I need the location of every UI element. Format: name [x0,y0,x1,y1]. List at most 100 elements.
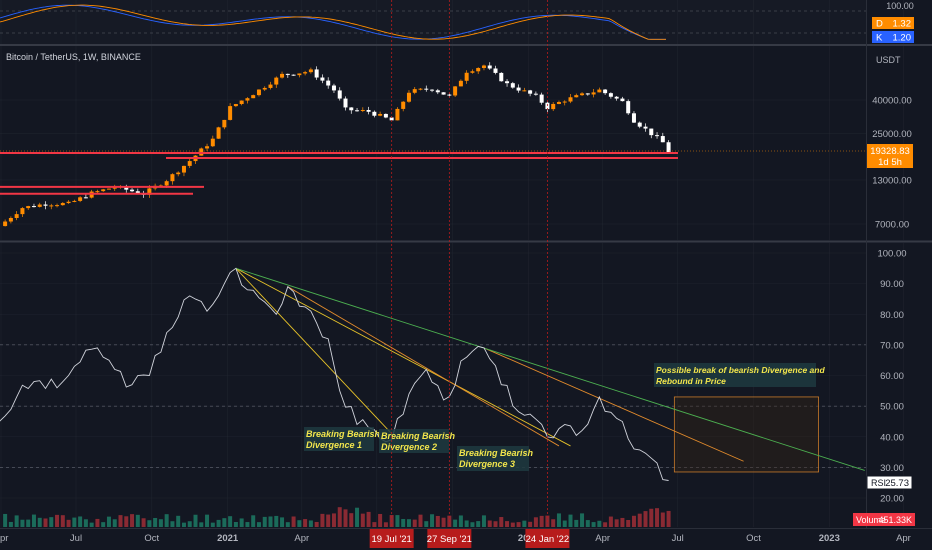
volume-bar [8,521,13,527]
price-candle [291,74,296,76]
volume-bar [130,514,135,527]
annotation-3-bg [457,446,529,471]
projection-box[interactable] [673,396,819,473]
time-tick-label: Apr [896,533,911,544]
symbol-title[interactable]: Bitcoin / TetherUS, 1W, BINANCE [6,52,141,62]
volume-bar [20,519,25,527]
price-candle [256,89,261,96]
volume-bar [412,519,417,527]
stoch-d-value: 1.32 [893,19,912,30]
price-candle [510,83,515,88]
price-candle [164,181,169,186]
price-candle [31,206,36,208]
time-marker-badge [525,529,570,548]
price-panel[interactable] [0,46,866,240]
annotation-4-line2: Rebound in Price [656,376,726,386]
volume-bar [303,519,308,527]
volume-bar [418,514,423,527]
volume-bar [291,516,296,527]
volume-bar [233,521,238,527]
volume-bar [320,513,325,527]
price-candle [603,89,608,94]
rsi-tick-label: 80.00 [880,310,904,321]
price-candle [170,174,175,182]
volume-bar [435,515,440,527]
price-tick-label: 25000.00 [872,129,912,140]
price-candle [366,109,371,112]
volume-bar [458,515,463,527]
price-candle [655,135,660,137]
volume-bar [401,518,406,527]
volume-bar [158,519,163,527]
stoch-panel[interactable] [0,0,866,44]
price-axis[interactable]: 40000.00 25000.00 13000.00 7000.00 [872,96,912,231]
volume-bar [666,510,671,527]
rsi-tick-label: 30.00 [880,463,904,474]
volume-bar [193,514,198,527]
price-candle [597,89,602,93]
volume-bar [626,520,631,527]
price-candle [106,188,111,190]
volume-bar [308,520,313,527]
volume-bar [26,519,31,527]
price-candle [130,189,135,192]
price-candle [55,205,60,207]
price-candle [458,80,463,87]
volume-bar [597,520,602,527]
rsi-tick-label: 20.00 [880,494,904,505]
time-tick-label: Apr [595,533,610,544]
volume-bar [580,513,585,527]
price-candle [285,73,290,75]
price-candle [331,85,336,91]
price-candle [383,113,388,118]
volume-bar [528,521,533,527]
price-candle [251,95,256,99]
volume-bar [516,522,521,527]
annotation-3-line2: Divergence 3 [459,459,515,469]
price-candle [274,77,279,85]
volume-badge [853,513,915,526]
volume-bar [360,513,365,527]
support-layer [0,151,678,195]
volume-bar [31,514,36,527]
price-candle [205,146,210,149]
price-candle [337,90,342,99]
price-candle [3,221,8,227]
volume-bar [453,519,458,527]
volume-bar [331,513,336,527]
time-marker-label: 27 Sep '21 [427,534,472,545]
trendline-layer [235,267,865,471]
volume-bar [614,519,619,527]
rsi-trendline [483,347,744,462]
volume-bar [251,515,256,527]
volume-bar [430,514,435,527]
volume-bar [406,519,411,527]
price-candle [49,205,54,207]
price-candle [499,72,504,82]
volume-bar [499,517,504,527]
price-candle [406,92,411,102]
price-candle [470,71,475,73]
last-price-value: 19328.83 [870,146,910,157]
volume-bar [493,521,498,527]
price-candle [297,73,302,76]
volume-bar [643,511,648,527]
volume-bar [153,517,158,527]
volume-bar [205,514,210,527]
volume-bar [631,515,636,527]
volume-bar [285,522,290,527]
volume-bar [372,522,377,527]
rsi-axis[interactable]: 100.00 90.00 80.00 70.00 60.00 50.00 40.00 30.0… [877,249,906,505]
price-candle [343,98,348,108]
volume-bar [637,513,642,527]
volume-bar [556,513,561,527]
volume-bar [655,508,660,527]
annotation-1-bg [304,427,374,451]
volume-bar [424,521,429,527]
price-candle [222,119,227,128]
price-candle [8,217,13,222]
volume-bar [649,508,654,527]
annotation-2-line1: Breaking Bearish [381,431,456,441]
volume-bar [256,522,261,527]
